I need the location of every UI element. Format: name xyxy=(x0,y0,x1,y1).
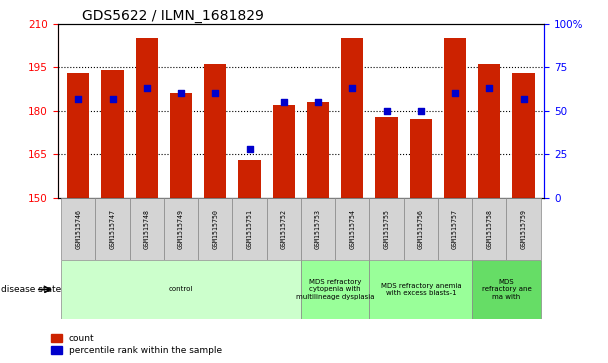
Bar xyxy=(376,117,398,198)
Bar xyxy=(506,198,541,260)
Text: GSM1515753: GSM1515753 xyxy=(315,209,321,249)
Point xyxy=(519,95,528,101)
Bar xyxy=(472,198,506,260)
Bar xyxy=(513,73,535,198)
Legend: count, percentile rank within the sample: count, percentile rank within the sample xyxy=(47,331,226,359)
Text: GSM1515756: GSM1515756 xyxy=(418,209,424,249)
Text: GSM1515751: GSM1515751 xyxy=(247,209,252,249)
Bar xyxy=(267,198,301,260)
Bar xyxy=(370,260,472,319)
Bar xyxy=(204,64,226,198)
Text: GSM1515755: GSM1515755 xyxy=(384,209,390,249)
Bar xyxy=(410,119,432,198)
Point xyxy=(279,99,289,105)
Point xyxy=(382,108,392,114)
Text: GSM1515757: GSM1515757 xyxy=(452,209,458,249)
Bar xyxy=(61,260,301,319)
Point xyxy=(485,85,494,91)
Text: GDS5622 / ILMN_1681829: GDS5622 / ILMN_1681829 xyxy=(82,9,264,23)
Text: GSM1515750: GSM1515750 xyxy=(212,209,218,249)
Text: GSM1515759: GSM1515759 xyxy=(520,209,527,249)
Point xyxy=(313,99,323,105)
Bar xyxy=(61,198,95,260)
Bar xyxy=(438,198,472,260)
Bar xyxy=(164,198,198,260)
Point xyxy=(176,90,186,96)
Point xyxy=(451,90,460,96)
Text: GSM1515754: GSM1515754 xyxy=(350,209,355,249)
Bar xyxy=(232,198,267,260)
Bar xyxy=(67,73,89,198)
Bar xyxy=(444,38,466,198)
Text: MDS
refractory ane
ma with: MDS refractory ane ma with xyxy=(482,279,531,300)
Text: MDS refractory
cytopenia with
multilineage dysplasia: MDS refractory cytopenia with multilinea… xyxy=(296,279,375,300)
Bar xyxy=(301,260,370,319)
Text: GSM1515748: GSM1515748 xyxy=(144,209,150,249)
Point xyxy=(244,146,254,152)
Text: GSM1515752: GSM1515752 xyxy=(281,209,287,249)
Bar xyxy=(478,64,500,198)
Bar xyxy=(198,198,232,260)
Text: control: control xyxy=(169,286,193,293)
Text: GSM1515746: GSM1515746 xyxy=(75,209,81,249)
Text: GSM1515747: GSM1515747 xyxy=(109,209,116,249)
Point xyxy=(142,85,151,91)
Bar xyxy=(170,93,192,198)
Point xyxy=(348,85,358,91)
Bar xyxy=(130,198,164,260)
Bar xyxy=(307,102,329,198)
Bar xyxy=(341,38,364,198)
Bar xyxy=(472,260,541,319)
Text: GSM1515758: GSM1515758 xyxy=(486,209,492,249)
Bar xyxy=(102,70,123,198)
Bar xyxy=(273,105,295,198)
Text: MDS refractory anemia
with excess blasts-1: MDS refractory anemia with excess blasts… xyxy=(381,283,461,296)
Bar xyxy=(335,198,370,260)
Point xyxy=(108,95,117,101)
Bar xyxy=(370,198,404,260)
Text: disease state: disease state xyxy=(1,285,61,294)
Bar xyxy=(301,198,335,260)
Bar xyxy=(136,38,158,198)
Bar xyxy=(404,198,438,260)
Text: GSM1515749: GSM1515749 xyxy=(178,209,184,249)
Point xyxy=(210,90,220,96)
Bar xyxy=(95,198,130,260)
Point xyxy=(416,108,426,114)
Bar xyxy=(238,160,261,198)
Point xyxy=(74,95,83,101)
